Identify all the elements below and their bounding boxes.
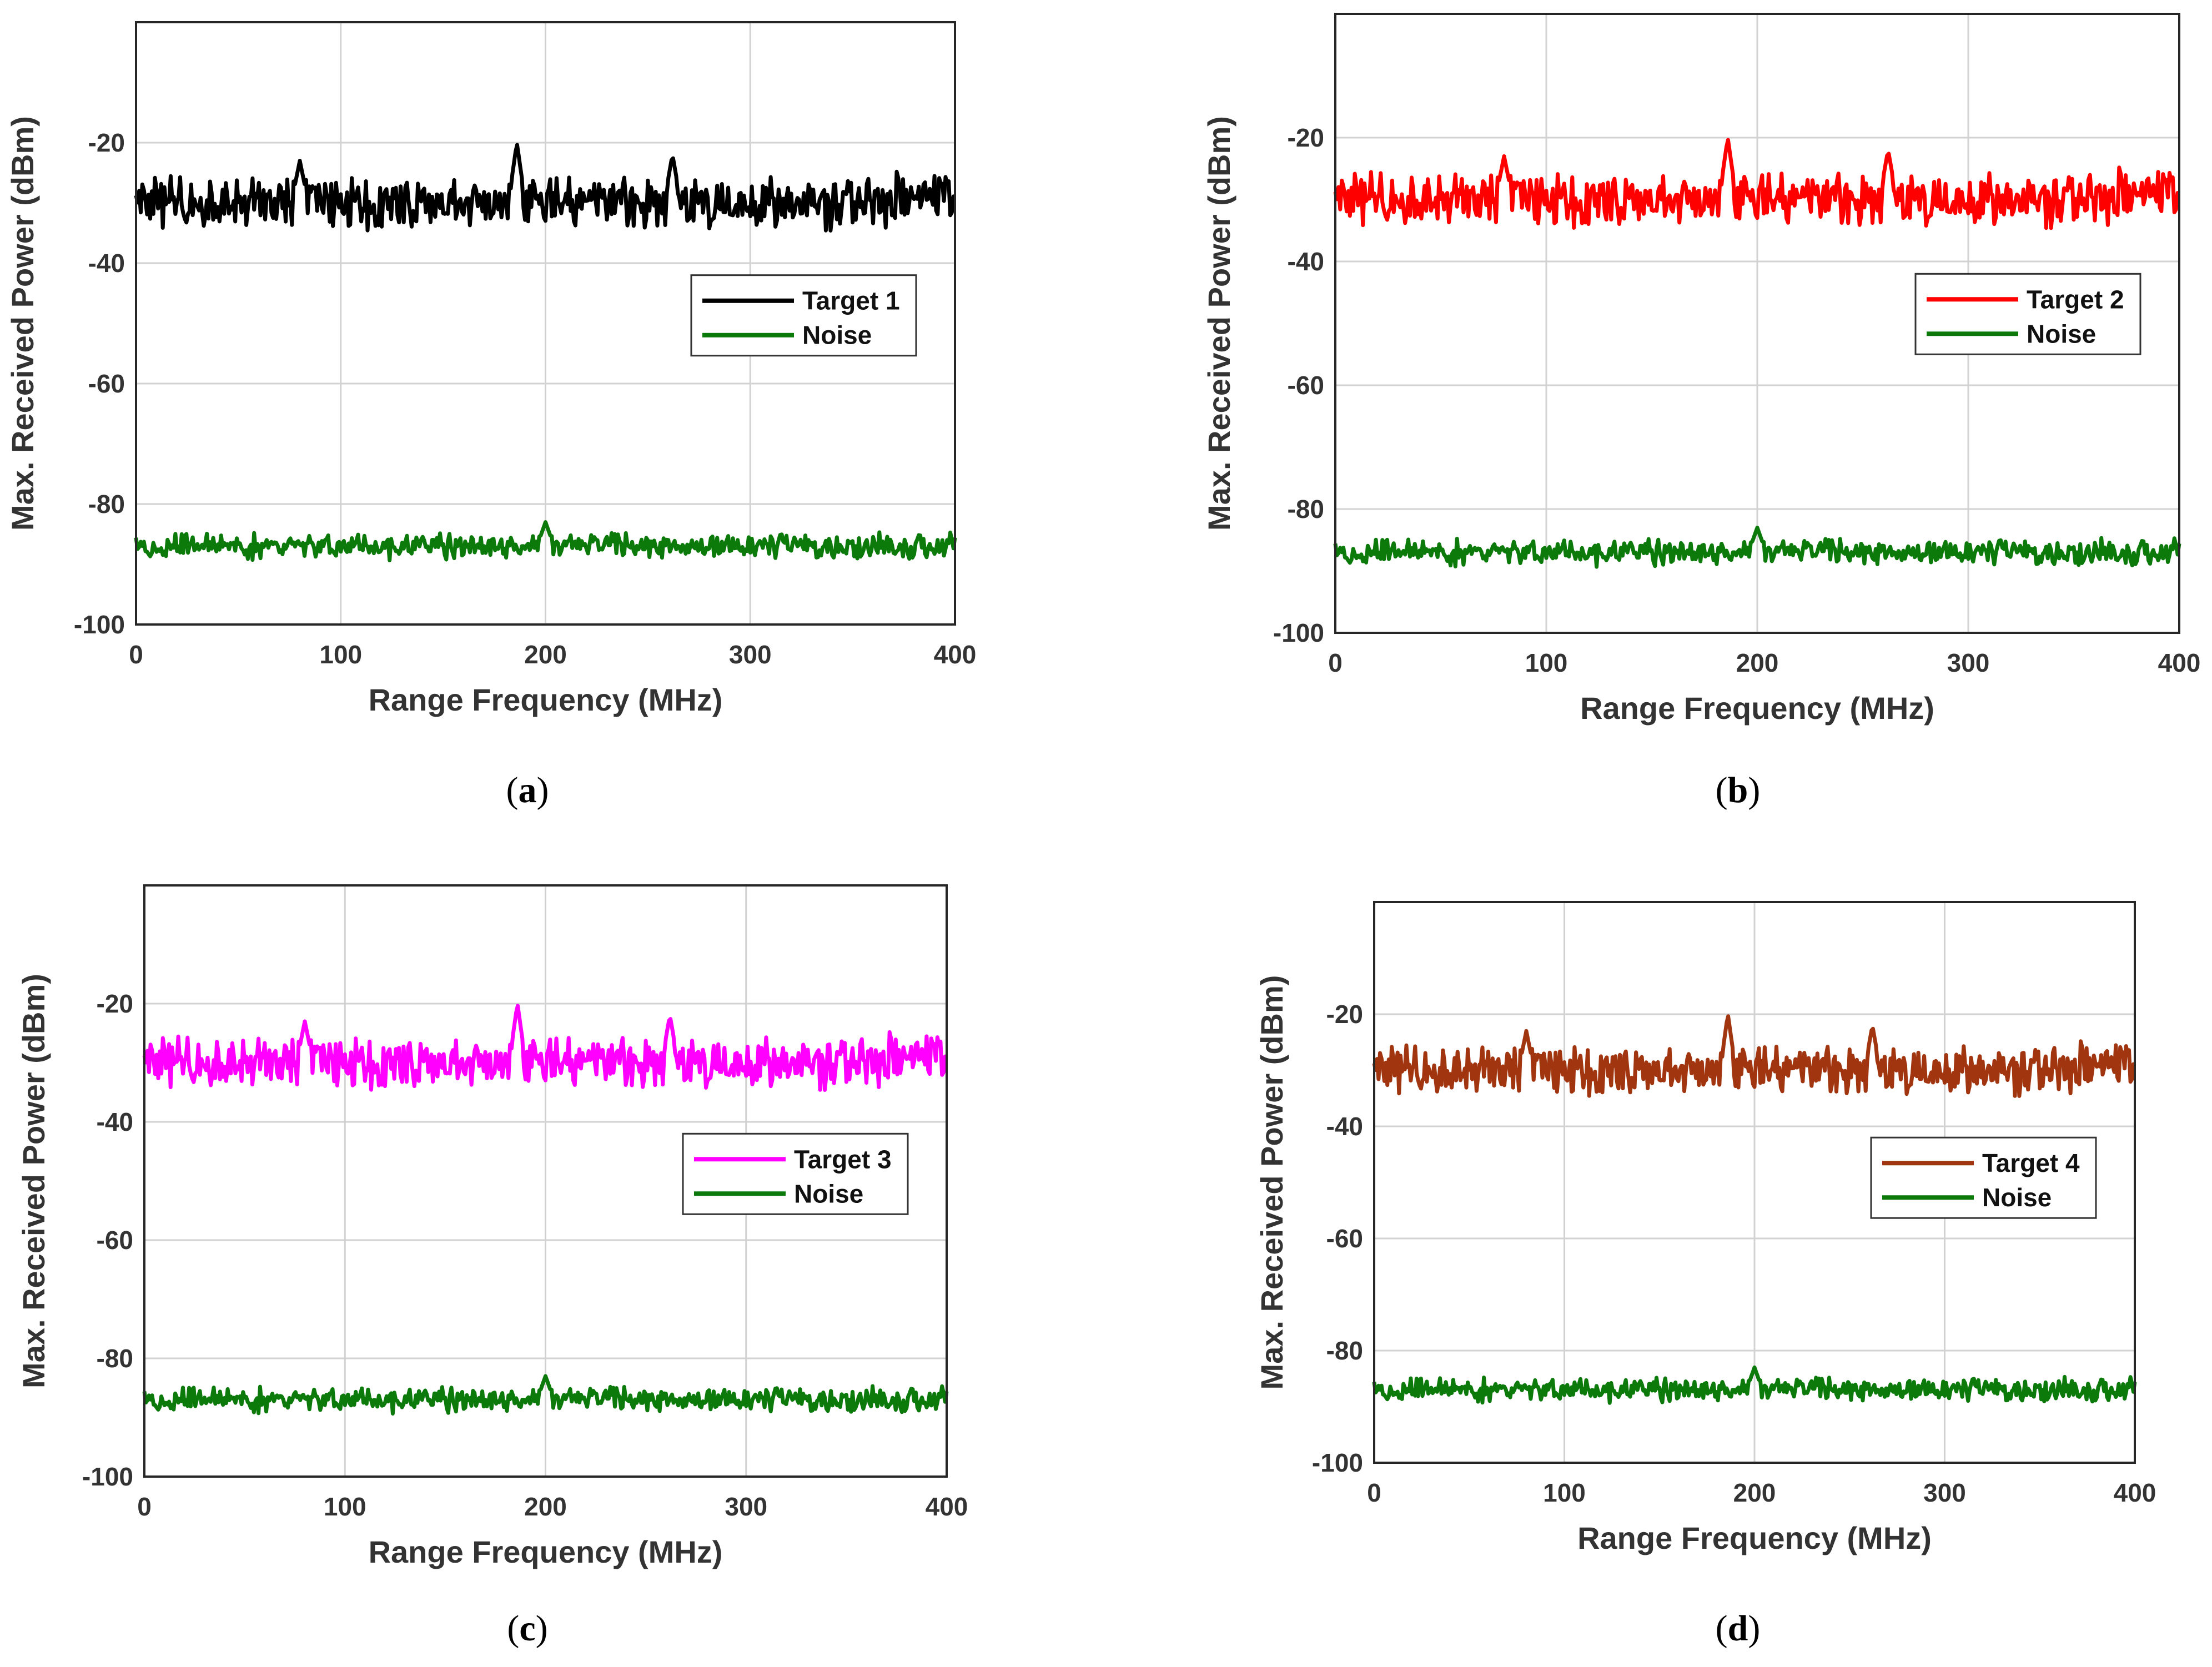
plot-frame: [1334, 13, 2180, 634]
x-axis-label: Range Frequency (MHz): [369, 682, 723, 717]
x-tick-label: 300: [729, 640, 772, 669]
x-axis-label: Range Frequency (MHz): [369, 1534, 723, 1569]
series-line-noise: [1372, 1365, 2137, 1405]
y-tick-label: -20: [97, 989, 133, 1018]
y-tick-label: -40: [88, 249, 125, 278]
x-tick-label: 400: [926, 1492, 968, 1521]
x-tick-label: 300: [1947, 648, 1990, 677]
legend-label: Noise: [2027, 319, 2096, 348]
legend-label: Noise: [1982, 1183, 2052, 1212]
y-tick-label: -60: [88, 369, 125, 398]
legend: Target 3 Noise: [682, 1132, 909, 1215]
legend: Target 1 Noise: [690, 274, 917, 357]
x-tick-label: 100: [319, 640, 362, 669]
y-tick-label: -80: [88, 490, 125, 518]
panel-caption: (a): [506, 770, 549, 810]
x-axis-label: Range Frequency (MHz): [1580, 691, 1934, 726]
x-tick-label: 0: [1328, 648, 1343, 677]
y-tick-label: -60: [97, 1226, 133, 1255]
y-tick-label: -20: [88, 128, 125, 157]
panel-caption: (c): [507, 1608, 547, 1649]
x-axis-label: Range Frequency (MHz): [1577, 1520, 1932, 1555]
y-tick-label: -60: [1288, 371, 1324, 400]
legend-label: Target 2: [2027, 285, 2124, 314]
y-tick-label: -60: [1326, 1224, 1363, 1253]
x-tick-label: 0: [1367, 1478, 1381, 1507]
legend-box: [690, 274, 917, 357]
series-line-target-3: [142, 1004, 947, 1092]
legend-label: Target 3: [794, 1145, 892, 1174]
x-tick-label: 200: [1733, 1478, 1776, 1507]
series-line-target-2: [1333, 138, 2180, 230]
y-tick-label: -20: [1326, 1000, 1363, 1029]
x-tick-label: 0: [129, 640, 143, 669]
x-tick-label: 200: [1736, 648, 1779, 677]
legend: Target 4 Noise: [1870, 1136, 2097, 1219]
y-tick-label: -80: [1288, 495, 1324, 523]
x-tick-label: 400: [2158, 648, 2201, 677]
series-line-target-1: [134, 143, 956, 233]
x-tick-label: 400: [934, 640, 977, 669]
y-tick-label: -80: [1326, 1336, 1363, 1365]
panel-b: 0 100 200 300 400 -100 -80 -60 -40 -20 Range Frequ…: [1201, 13, 2201, 810]
legend-label: Noise: [794, 1179, 863, 1208]
panel-c: 0 100 200 300 400 -100 -80 -60 -40 -20 Range Frequ…: [16, 884, 968, 1649]
legend-box: [682, 1132, 909, 1215]
y-axis-label: Max. Received Power (dBm): [5, 116, 40, 531]
plot-frame: [1373, 901, 2136, 1464]
legend-label: Target 1: [802, 286, 900, 315]
y-tick-label: -40: [1326, 1112, 1363, 1141]
series-line-noise: [134, 520, 957, 562]
plot-frame: [135, 21, 956, 626]
x-tick-label: 0: [137, 1492, 152, 1521]
legend: Target 2 Noise: [1914, 273, 2141, 355]
y-tick-label: -80: [97, 1344, 133, 1373]
legend-label: Noise: [802, 321, 872, 350]
x-tick-label: 100: [1543, 1478, 1586, 1507]
x-tick-label: 300: [725, 1492, 767, 1521]
y-tick-label: -100: [1312, 1448, 1363, 1477]
series-line-noise: [1333, 526, 2181, 569]
x-tick-label: 100: [324, 1492, 366, 1521]
y-axis-label: Max. Received Power (dBm): [1254, 975, 1289, 1390]
x-tick-label: 100: [1525, 648, 1568, 677]
y-tick-label: -100: [1273, 618, 1324, 647]
panel-caption: (b): [1716, 770, 1761, 810]
y-tick-label: -100: [74, 610, 125, 639]
x-tick-label: 200: [524, 640, 567, 669]
panel-d: 0 100 200 300 400 -100 -80 -60 -40 -20 Range Frequ…: [1254, 901, 2156, 1649]
y-tick-label: -40: [97, 1107, 133, 1136]
x-tick-label: 400: [2114, 1478, 2156, 1507]
legend-box: [1914, 273, 2141, 355]
y-axis-label: Max. Received Power (dBm): [1201, 116, 1236, 531]
panel-a: 0 100 200 300 400 -100 -80 -60 -40 -20 Range Frequ…: [5, 21, 977, 810]
series-line-noise: [142, 1374, 949, 1416]
plot-frame: [143, 884, 948, 1478]
y-tick-label: -40: [1288, 247, 1324, 276]
series-line-target-4: [1372, 1014, 2135, 1098]
x-tick-label: 200: [524, 1492, 567, 1521]
y-tick-label: -20: [1288, 123, 1324, 152]
y-axis-label: Max. Received Power (dBm): [16, 974, 51, 1388]
legend-box: [1870, 1136, 2097, 1219]
panel-caption: (d): [1716, 1608, 1761, 1649]
x-tick-label: 300: [1923, 1478, 1966, 1507]
legend-label: Target 4: [1982, 1149, 2080, 1177]
y-tick-label: -100: [82, 1462, 133, 1491]
